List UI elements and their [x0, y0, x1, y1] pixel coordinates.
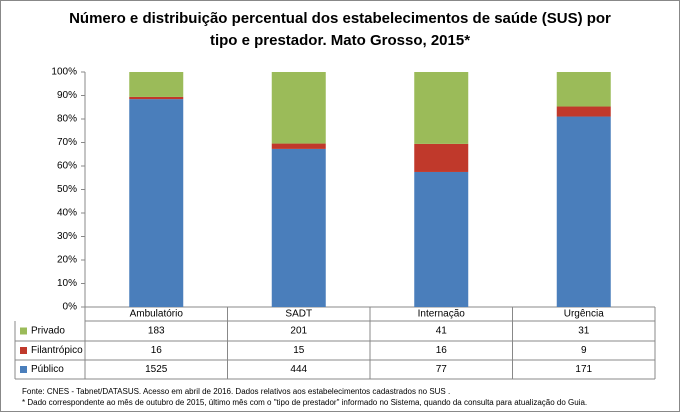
- y-tick-label: 80%: [57, 114, 77, 125]
- bar-segment: [271, 72, 326, 144]
- table-value: 15: [293, 345, 305, 356]
- x-tick-label: Ambulatório: [130, 309, 184, 320]
- bar-segment: [414, 171, 469, 307]
- legend-label: Público: [31, 364, 64, 375]
- legend-swatch: [20, 366, 27, 373]
- y-tick-label: 60%: [57, 161, 77, 172]
- x-tick-label: Urgência: [564, 309, 604, 320]
- table-value: 16: [436, 345, 448, 356]
- table-value: 201: [290, 326, 307, 337]
- y-tick-label: 0%: [63, 302, 78, 313]
- y-tick-label: 50%: [57, 184, 77, 195]
- table-value: 171: [575, 364, 592, 375]
- legend-swatch: [20, 327, 27, 335]
- y-tick-label: 70%: [57, 137, 77, 148]
- bar-segment: [414, 143, 469, 172]
- bar-segment: [129, 99, 184, 307]
- bar-segment: [271, 143, 326, 149]
- y-tick-label: 100%: [51, 67, 77, 78]
- chart-title: Número e distribuição percentual dos est…: [69, 10, 611, 49]
- legend-label: Filantrópico: [31, 345, 83, 356]
- source-note: Fonte: CNES - Tabnet/DATASUS. Acesso em …: [22, 387, 451, 396]
- x-tick-label: SADT: [285, 309, 312, 320]
- bar-segment: [129, 96, 184, 100]
- bar-segment: [556, 106, 611, 117]
- footnote: * Dado correspondente ao mês de outubro …: [22, 398, 588, 407]
- y-tick-label: 40%: [57, 208, 77, 219]
- bar-segment: [556, 72, 611, 107]
- x-tick-label: Internação: [418, 309, 466, 320]
- table-value: 1525: [145, 364, 168, 375]
- y-tick-label: 20%: [57, 255, 77, 266]
- table-value: 31: [578, 326, 590, 337]
- bar-segment: [129, 72, 184, 97]
- table-value: 16: [151, 345, 163, 356]
- table-value: 444: [290, 364, 307, 375]
- table-value: 9: [581, 345, 587, 356]
- bar-segment: [414, 72, 469, 144]
- y-tick-label: 90%: [57, 90, 77, 101]
- legend-swatch: [20, 347, 27, 354]
- table-value: 183: [148, 326, 165, 337]
- table-value: 77: [436, 364, 448, 375]
- bar-segment: [556, 116, 611, 307]
- legend-label: Privado: [31, 326, 65, 337]
- y-tick-label: 10%: [57, 278, 77, 289]
- y-tick-label: 30%: [57, 231, 77, 242]
- table-value: 41: [436, 326, 448, 337]
- bar-segment: [271, 148, 326, 307]
